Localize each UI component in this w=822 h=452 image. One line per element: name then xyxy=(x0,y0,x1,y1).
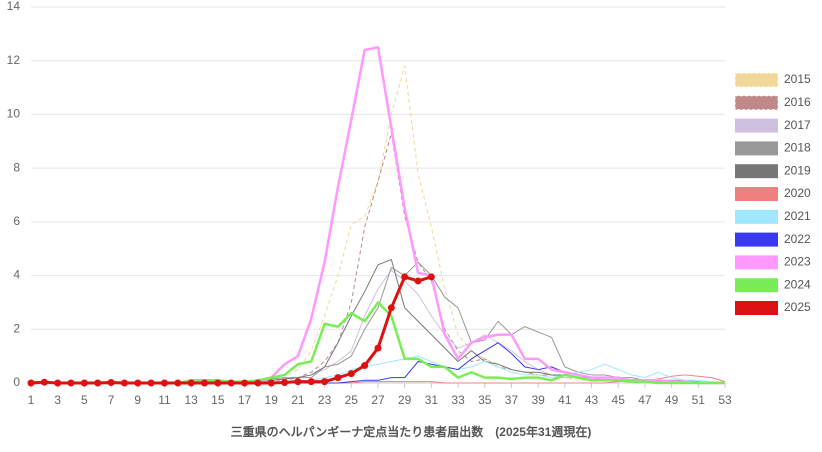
x-tick-label: 17 xyxy=(238,393,252,407)
data-point xyxy=(267,379,275,387)
legend-label: 2025 xyxy=(784,300,811,314)
x-axis-label: 三重県のヘルパンギーナ定点当たり患者届出数 (2025年31週現在) xyxy=(231,424,592,439)
x-tick-label: 5 xyxy=(81,393,88,407)
data-point xyxy=(254,379,262,387)
data-point xyxy=(134,379,142,387)
legend-swatch xyxy=(735,209,778,224)
data-point xyxy=(214,379,222,387)
x-tick-label: 23 xyxy=(318,393,332,407)
data-point xyxy=(414,277,422,285)
data-point xyxy=(387,304,395,312)
legend-swatch xyxy=(735,278,778,293)
x-tick-label: 43 xyxy=(585,393,599,407)
legend-swatch xyxy=(735,255,778,270)
data-point xyxy=(40,378,48,386)
series-line xyxy=(30,275,432,385)
legend-label: 2016 xyxy=(784,95,811,109)
x-tick-label: 45 xyxy=(612,393,626,407)
legend-label: 2020 xyxy=(784,186,811,200)
x-tick-label: 47 xyxy=(638,393,652,407)
x-tick-label: 13 xyxy=(184,393,198,407)
data-point xyxy=(187,379,195,387)
x-tick-label: 25 xyxy=(345,393,359,407)
x-tick-label: 41 xyxy=(558,393,572,407)
data-point xyxy=(174,379,182,387)
y-tick-label: 10 xyxy=(7,107,21,121)
data-point xyxy=(27,379,35,387)
x-tick-label: 9 xyxy=(134,393,141,407)
x-tick-label: 37 xyxy=(505,393,519,407)
legend-label: 2024 xyxy=(784,277,811,291)
data-point xyxy=(321,378,329,386)
legend-swatch xyxy=(734,95,779,111)
x-tick-label: 11 xyxy=(158,393,171,407)
data-point xyxy=(241,379,249,387)
legend-label: 2018 xyxy=(784,141,811,155)
y-tick-label: 2 xyxy=(13,321,20,335)
legend-label: 2015 xyxy=(784,72,811,86)
y-tick-label: 6 xyxy=(13,214,20,228)
series-line xyxy=(31,46,725,385)
legend-swatch xyxy=(734,72,779,88)
data-point xyxy=(227,379,235,387)
legend-swatch xyxy=(735,301,778,315)
legend-swatch xyxy=(735,118,778,133)
data-point xyxy=(201,379,208,387)
data-point xyxy=(147,379,155,387)
data-point xyxy=(107,378,115,386)
x-tick-label: 27 xyxy=(371,393,385,407)
data-point xyxy=(401,273,409,281)
x-tick-label: 53 xyxy=(718,393,732,407)
data-point xyxy=(307,378,315,386)
y-tick-label: 4 xyxy=(13,268,20,282)
data-point xyxy=(54,379,62,387)
data-point xyxy=(80,379,88,387)
x-tick-label: 3 xyxy=(54,393,61,407)
x-tick-label: 29 xyxy=(398,393,412,407)
series-line xyxy=(31,65,725,384)
x-tick-label: 1 xyxy=(28,393,35,407)
data-point xyxy=(427,273,435,281)
x-tick-label: 15 xyxy=(211,393,225,407)
data-point xyxy=(94,379,102,387)
legend-label: 2019 xyxy=(784,163,811,177)
data-point xyxy=(347,370,355,378)
data-point xyxy=(294,378,302,386)
legend-swatch xyxy=(735,187,778,201)
series-line xyxy=(31,261,725,384)
x-tick-label: 39 xyxy=(531,393,545,407)
y-tick-label: 0 xyxy=(13,375,20,389)
legend-label: 2022 xyxy=(784,232,811,246)
data-point xyxy=(120,379,128,387)
x-tick-label: 21 xyxy=(291,393,305,407)
data-point xyxy=(374,344,382,352)
y-tick-label: 12 xyxy=(7,53,21,67)
legend-label: 2017 xyxy=(784,118,811,132)
x-tick-label: 19 xyxy=(265,393,279,407)
x-tick-label: 49 xyxy=(665,393,679,407)
x-tick-label: 7 xyxy=(108,393,115,407)
y-tick-label: 8 xyxy=(13,160,20,174)
legend-swatch xyxy=(735,141,778,156)
series-line xyxy=(30,269,725,384)
data-point xyxy=(281,378,289,386)
x-tick-label: 33 xyxy=(451,393,465,407)
legend-label: 2021 xyxy=(784,209,811,223)
y-tick-label: 14 xyxy=(7,0,21,13)
data-point xyxy=(361,362,369,370)
x-tick-label: 51 xyxy=(692,393,706,407)
data-point xyxy=(334,374,342,382)
data-point xyxy=(160,379,168,387)
data-point xyxy=(67,379,75,387)
legend-swatch xyxy=(735,232,778,247)
legend-label: 2023 xyxy=(784,255,811,269)
legend-swatch xyxy=(735,164,778,179)
x-tick-label: 35 xyxy=(478,393,492,407)
x-tick-label: 31 xyxy=(425,393,439,407)
